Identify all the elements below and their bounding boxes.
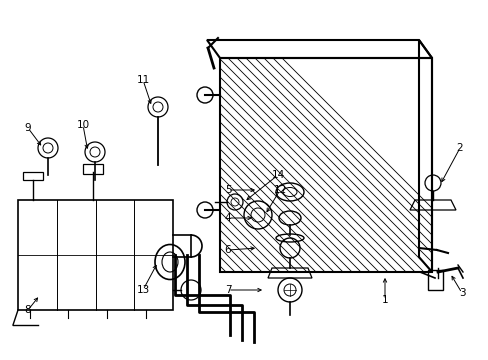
Bar [23,172,43,180]
Bar [83,164,103,174]
Text: 11: 11 [136,75,149,85]
Text: 2: 2 [456,143,462,153]
Text: 8: 8 [24,305,31,315]
Text: 1: 1 [381,295,387,305]
Text: 13: 13 [136,285,149,295]
Bar [427,270,442,290]
Text: 10: 10 [76,120,89,130]
Text: 6: 6 [224,245,231,255]
Text: 4: 4 [224,213,231,223]
Text: 7: 7 [224,285,231,295]
Text: 12: 12 [273,185,286,195]
Text: 14: 14 [271,170,284,180]
Text: 5: 5 [224,185,231,195]
Text: 3: 3 [458,288,465,298]
Text: 9: 9 [24,123,31,133]
